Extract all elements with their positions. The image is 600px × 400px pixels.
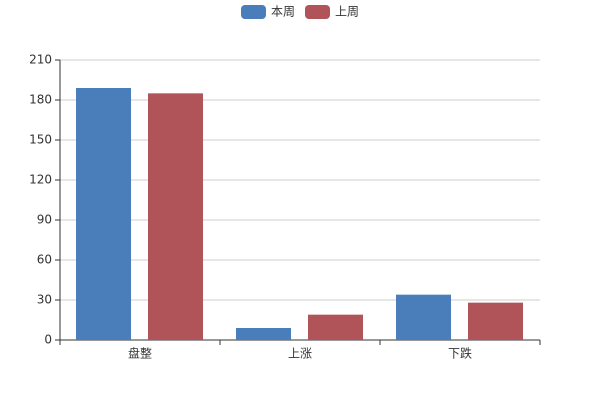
legend-label[interactable]: 本周 (271, 5, 295, 19)
bar (76, 88, 131, 340)
legend-label[interactable]: 上周 (335, 5, 359, 19)
y-tick-label: 120 (29, 173, 52, 187)
bar (308, 314, 363, 340)
y-tick-label: 30 (37, 293, 52, 307)
bar (468, 302, 523, 340)
y-tick-label: 60 (37, 253, 52, 267)
legend-swatch[interactable] (305, 5, 330, 19)
y-tick-label: 210 (29, 53, 52, 67)
x-tick-label: 下跌 (448, 346, 472, 361)
bar (236, 328, 291, 340)
x-tick-label: 上涨 (288, 346, 312, 361)
legend-swatch[interactable] (241, 5, 266, 19)
y-tick-label: 0 (44, 333, 52, 347)
y-tick-label: 150 (29, 133, 52, 147)
x-tick-label: 盘整 (128, 346, 152, 361)
bar (148, 93, 203, 340)
y-tick-label: 90 (37, 213, 52, 227)
bar (396, 294, 451, 340)
y-tick-label: 180 (29, 93, 52, 107)
